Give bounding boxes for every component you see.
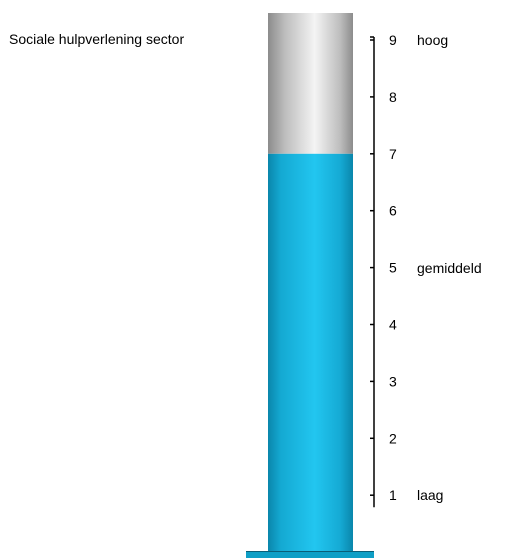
y-tick-label: 3 (389, 373, 397, 389)
gauge-base (246, 551, 374, 558)
y-tick-label: 9 (389, 32, 397, 48)
chart-title: Sociale hulpverlening sector (9, 31, 185, 47)
band-label-hoog: hoog (417, 32, 449, 48)
y-tick-label: 1 (389, 487, 397, 503)
y-tick-label: 2 (389, 430, 397, 446)
gauge-value-bar (268, 153, 353, 552)
y-tick-label: 6 (389, 203, 397, 219)
y-tick-label: 8 (389, 89, 397, 105)
band-label-gemiddeld: gemiddeld (417, 259, 482, 276)
gauge-empty-portion (268, 13, 353, 154)
y-tick-label: 5 (389, 260, 397, 276)
band-label-laag: laag (417, 487, 444, 504)
y-tick-label: 7 (389, 146, 397, 162)
y-tick-label: 4 (389, 317, 397, 333)
